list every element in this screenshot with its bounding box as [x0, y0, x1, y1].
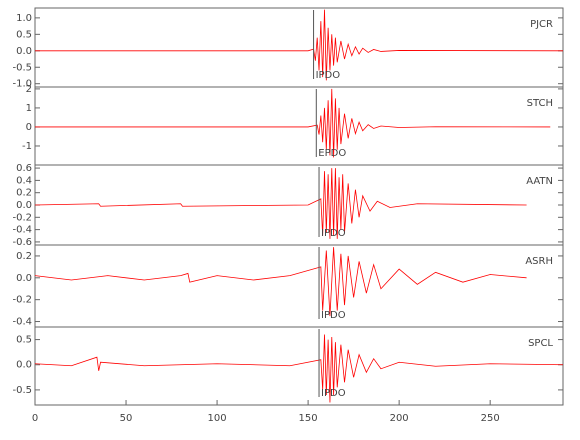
y-tick-label: 0.0	[16, 46, 32, 57]
y-tick-label: -1.0	[12, 79, 32, 90]
pick-label: IPDO	[321, 388, 346, 399]
y-tick-label: 0.0	[16, 360, 32, 371]
y-tick-label: -0.5	[12, 385, 32, 396]
y-tick-label: 0.2	[16, 251, 32, 262]
x-tick-label: 200	[390, 413, 409, 424]
y-tick-label: 0	[26, 122, 32, 133]
x-tick-label: 50	[120, 413, 133, 424]
y-tick-label: 0.5	[16, 29, 32, 40]
y-tick-label: 0.6	[16, 163, 32, 174]
trace	[34, 334, 564, 403]
panel-frame	[34, 244, 564, 328]
y-tick-label: -1	[22, 141, 32, 152]
pick-label: IPDO	[316, 70, 341, 81]
x-tick-label: 150	[299, 413, 318, 424]
y-tick-label: 1	[26, 103, 32, 114]
y-tick-label: -0.6	[12, 237, 32, 248]
y-tick-label: 1.0	[16, 13, 32, 24]
y-tick-label: 0.0	[16, 200, 32, 211]
y-tick-label: -0.2	[12, 212, 32, 223]
y-tick-label: -0.2	[12, 295, 32, 306]
panel-frame	[34, 326, 564, 406]
y-tick-label: 2	[26, 84, 32, 95]
trace	[35, 9, 564, 81]
trace	[34, 247, 527, 317]
station-name: STCH	[527, 98, 553, 109]
x-tick-label: 100	[208, 413, 227, 424]
pick-label: IPDO	[321, 310, 346, 321]
y-tick-label: 0.0	[16, 273, 32, 284]
y-tick-label: 0.2	[16, 188, 32, 199]
y-tick-label: -0.5	[12, 62, 32, 73]
y-tick-label: 0.5	[16, 335, 32, 346]
station-name: AATN	[526, 176, 553, 187]
station-name: SPCL	[528, 338, 553, 349]
y-tick-label: -0.4	[12, 225, 32, 236]
x-tick-label: 0	[32, 413, 38, 424]
panel-frame	[34, 86, 564, 166]
y-tick-label: -0.4	[12, 317, 32, 328]
station-name: PJCR	[530, 19, 553, 30]
y-tick-label: 0.4	[16, 175, 32, 186]
pick-label: IPDO	[321, 228, 346, 239]
station-name: ASRH	[525, 256, 553, 267]
trace	[34, 168, 527, 239]
x-tick-label: 250	[481, 413, 500, 424]
panel-frame	[34, 7, 564, 88]
pick-label: EPDO	[318, 148, 346, 159]
trace	[35, 88, 551, 158]
